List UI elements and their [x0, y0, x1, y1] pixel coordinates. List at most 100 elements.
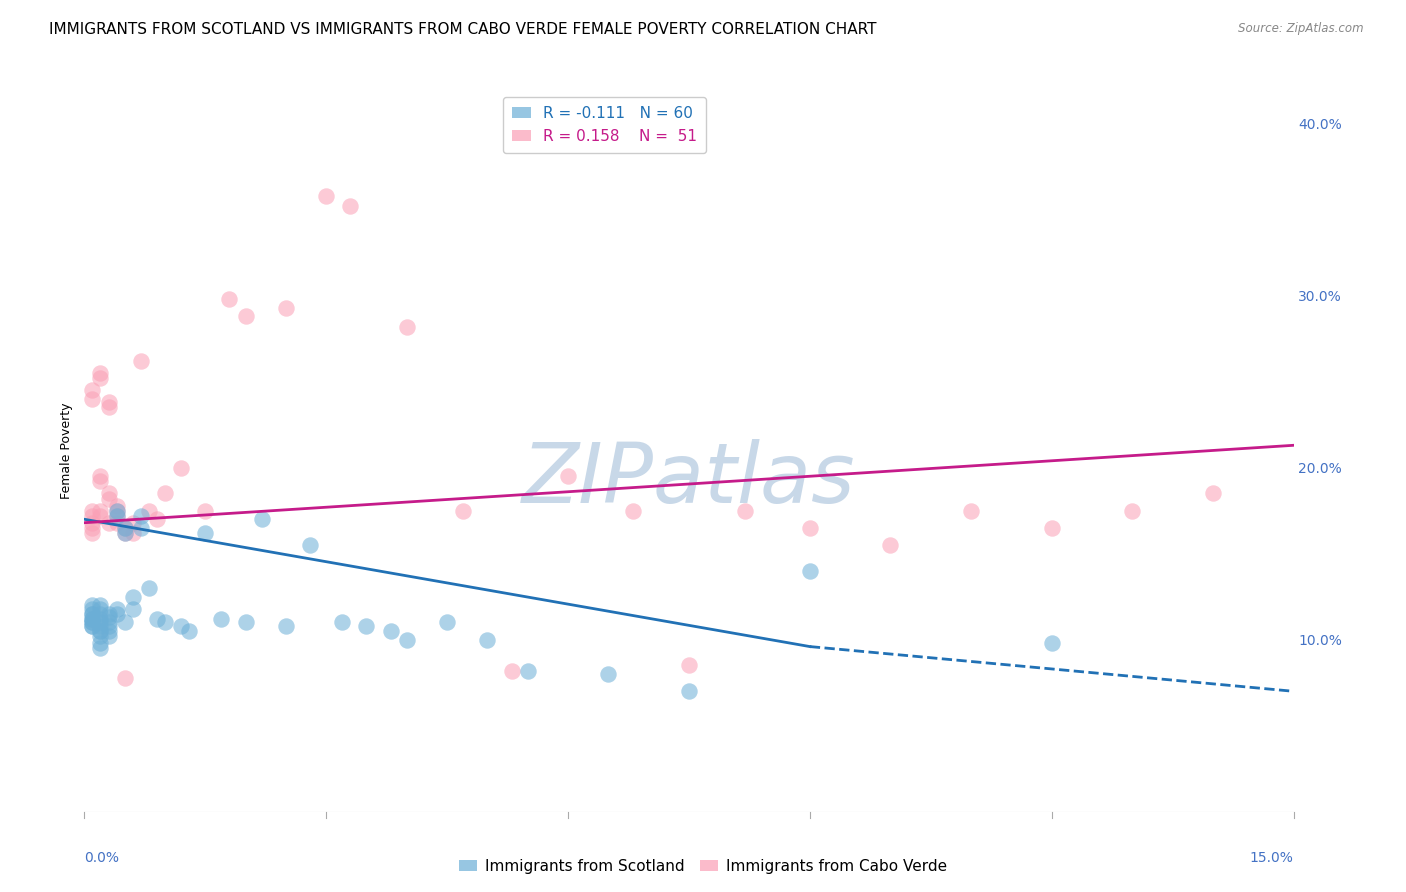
Point [105, 516, 128, 530]
Point [356, 619, 378, 633]
Point [89, 619, 111, 633]
Legend: R = -0.111   N = 60, R = 0.158    N =  51: R = -0.111 N = 60, R = 0.158 N = 51 [503, 97, 706, 153]
Point [114, 521, 136, 535]
Text: IMMIGRANTS FROM SCOTLAND VS IMMIGRANTS FROM CABO VERDE FEMALE POVERTY CORRELATIO: IMMIGRANTS FROM SCOTLAND VS IMMIGRANTS F… [49, 22, 877, 37]
Point [395, 632, 418, 647]
Point [82, 521, 104, 535]
Point [146, 612, 169, 626]
Point [89, 469, 111, 483]
Point [97, 629, 120, 643]
Point [315, 189, 337, 203]
Point [170, 619, 193, 633]
Point [82, 599, 104, 613]
Point [598, 667, 620, 681]
Point [380, 624, 402, 639]
Point [960, 503, 983, 517]
Point [82, 526, 104, 541]
Point [170, 460, 193, 475]
Point [678, 658, 700, 673]
Point [89, 624, 111, 639]
Y-axis label: Female Poverty: Female Poverty [60, 402, 73, 499]
Point [82, 392, 104, 406]
Point [799, 521, 821, 535]
Point [250, 512, 273, 526]
Point [678, 684, 700, 698]
Point [299, 538, 322, 552]
Point [89, 615, 111, 630]
Point [138, 503, 160, 517]
Point [89, 601, 111, 615]
Point [82, 384, 104, 398]
Point [339, 199, 361, 213]
Point [516, 664, 538, 678]
Point [799, 564, 821, 578]
Point [436, 615, 458, 630]
Point [153, 486, 176, 500]
Point [477, 632, 499, 647]
Point [89, 508, 111, 523]
Point [82, 601, 104, 615]
Point [1040, 521, 1063, 535]
Point [82, 508, 104, 523]
Point [89, 366, 111, 380]
Point [1121, 503, 1143, 517]
Point [194, 503, 217, 517]
Point [557, 469, 579, 483]
Point [114, 671, 136, 685]
Point [97, 486, 120, 500]
Point [209, 612, 232, 626]
Point [121, 590, 143, 604]
Point [121, 526, 143, 541]
Point [97, 395, 120, 409]
Point [235, 310, 257, 324]
Point [89, 599, 111, 613]
Point [82, 503, 104, 517]
Point [1202, 486, 1225, 500]
Point [179, 624, 201, 639]
Point [89, 636, 111, 650]
Point [274, 301, 297, 315]
Point [114, 526, 136, 541]
Point [274, 619, 297, 633]
Point [451, 503, 474, 517]
Point [879, 538, 901, 552]
Point [138, 581, 160, 595]
Point [82, 612, 104, 626]
Point [97, 610, 120, 624]
Point [82, 615, 104, 630]
Point [97, 516, 120, 530]
Point [501, 664, 523, 678]
Point [129, 354, 152, 368]
Point [89, 629, 111, 643]
Text: 0.0%: 0.0% [84, 852, 120, 865]
Point [153, 615, 176, 630]
Text: Source: ZipAtlas.com: Source: ZipAtlas.com [1239, 22, 1364, 36]
Point [114, 526, 136, 541]
Point [89, 607, 111, 621]
Text: ZIPatlas: ZIPatlas [522, 439, 856, 520]
Point [82, 615, 104, 630]
Point [146, 512, 169, 526]
Point [105, 601, 128, 615]
Point [105, 503, 128, 517]
Point [114, 521, 136, 535]
Point [89, 612, 111, 626]
Point [82, 516, 104, 530]
Point [89, 371, 111, 385]
Point [235, 615, 257, 630]
Legend: Immigrants from Scotland, Immigrants from Cabo Verde: Immigrants from Scotland, Immigrants fro… [453, 853, 953, 880]
Point [82, 607, 104, 621]
Point [97, 619, 120, 633]
Point [105, 508, 128, 523]
Point [82, 619, 104, 633]
Point [97, 624, 120, 639]
Point [97, 615, 120, 630]
Point [129, 521, 152, 535]
Point [82, 607, 104, 621]
Point [194, 526, 217, 541]
Point [105, 607, 128, 621]
Point [97, 607, 120, 621]
Point [105, 499, 128, 513]
Point [89, 641, 111, 656]
Point [395, 319, 418, 334]
